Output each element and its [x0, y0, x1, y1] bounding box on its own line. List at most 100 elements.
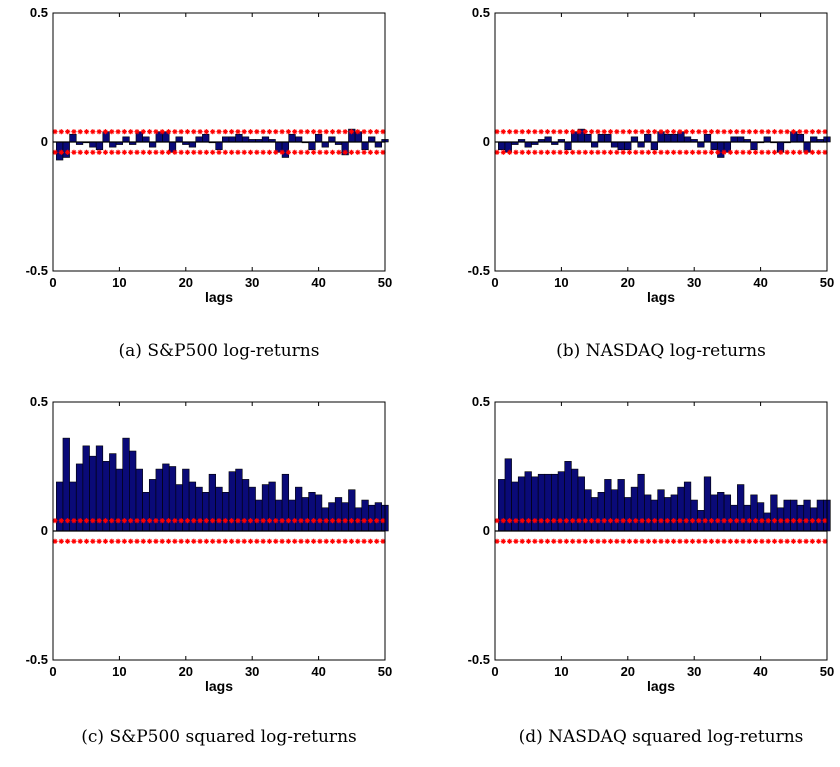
bound-marker	[507, 518, 513, 524]
bound-marker	[222, 518, 228, 524]
bound-marker	[614, 538, 620, 544]
bound-marker	[128, 538, 134, 544]
bound-marker	[601, 538, 607, 544]
bound-marker	[96, 149, 102, 155]
bound-marker	[778, 518, 784, 524]
bound-marker	[607, 518, 614, 524]
bound-marker	[285, 149, 291, 155]
bound-marker	[702, 538, 708, 544]
bound-marker	[367, 538, 373, 544]
x-tick-label: 10	[112, 664, 126, 679]
bound-marker	[784, 149, 790, 155]
bound-marker	[607, 149, 614, 155]
bound-marker	[172, 518, 178, 524]
bound-marker	[229, 129, 235, 135]
acf-bar	[361, 141, 369, 151]
lower-confidence-bound	[494, 149, 828, 155]
bound-marker	[784, 518, 790, 524]
bound-marker	[336, 518, 342, 524]
bound-marker	[254, 518, 260, 524]
bound-marker	[671, 129, 677, 135]
bound-marker	[538, 518, 544, 524]
bound-marker	[652, 518, 658, 524]
bound-marker	[727, 149, 733, 155]
acf-bar	[590, 497, 599, 532]
acf-bar	[235, 133, 243, 143]
bound-marker	[348, 538, 355, 544]
bound-marker	[241, 149, 247, 155]
acf-bar	[69, 481, 77, 532]
bound-marker	[734, 129, 740, 135]
bound-marker	[342, 149, 348, 155]
bound-marker	[172, 538, 178, 544]
acf-bar	[314, 133, 323, 143]
bound-marker	[317, 518, 323, 524]
acf-bar	[69, 133, 77, 143]
acf-bar	[498, 479, 506, 532]
bound-marker	[740, 149, 746, 155]
acf-bar	[644, 133, 652, 143]
acf-bar	[637, 141, 645, 148]
bound-marker	[601, 129, 607, 135]
acf-bar	[228, 136, 236, 143]
bound-marker	[822, 129, 828, 135]
bound-marker	[311, 518, 317, 524]
bound-marker	[734, 149, 740, 155]
acf-bar	[261, 484, 270, 532]
panel-caption: (a) S&P500 log-returns	[119, 341, 320, 361]
bound-marker	[355, 149, 361, 155]
bound-marker	[90, 538, 96, 544]
x-tick-label: 20	[621, 275, 635, 290]
acf-bar	[670, 494, 678, 532]
bound-marker	[235, 518, 241, 524]
acf-bar	[670, 133, 678, 143]
acf-bar	[241, 479, 250, 532]
bound-marker	[165, 129, 172, 135]
bound-marker	[702, 518, 708, 524]
bound-marker	[317, 538, 323, 544]
acf-bar	[657, 489, 665, 532]
acf-bar	[255, 499, 263, 532]
bound-marker	[153, 149, 159, 155]
acf-bar	[604, 133, 612, 143]
bound-marker	[645, 149, 651, 155]
y-tick-label: -0.5	[26, 263, 48, 278]
acf-bar	[62, 141, 70, 158]
bound-marker	[557, 149, 563, 155]
bound-marker	[178, 518, 184, 524]
bound-marker	[525, 518, 532, 524]
bound-marker	[589, 538, 595, 544]
acf-bar	[610, 141, 619, 148]
bound-marker	[147, 149, 153, 155]
bound-marker	[348, 149, 355, 155]
x-tick-label: 30	[245, 664, 259, 679]
bound-marker	[128, 149, 134, 155]
bound-marker	[784, 538, 790, 544]
bound-marker	[361, 129, 367, 135]
bound-marker	[121, 538, 127, 544]
bound-marker	[367, 129, 373, 135]
bound-marker	[279, 518, 285, 524]
upper-confidence-bound	[52, 129, 386, 135]
bound-marker	[285, 518, 291, 524]
bound-marker	[260, 538, 266, 544]
x-tick-label: 10	[112, 275, 126, 290]
bound-marker	[677, 538, 683, 544]
x-tick-label: 10	[554, 664, 568, 679]
bound-marker	[191, 518, 197, 524]
bound-marker	[279, 129, 285, 135]
x-tick-label: 0	[491, 275, 498, 290]
acf-bar	[796, 133, 805, 143]
acf-bar	[148, 141, 157, 148]
bound-marker	[809, 149, 815, 155]
acf-bar	[617, 141, 625, 151]
bound-marker	[222, 538, 228, 544]
bound-marker	[551, 518, 557, 524]
x-tick-label: 50	[820, 275, 834, 290]
bound-marker	[52, 129, 58, 135]
bound-marker	[696, 538, 702, 544]
x-axis-label: lags	[205, 678, 233, 694]
bound-marker	[677, 129, 683, 135]
bound-marker	[216, 538, 222, 544]
